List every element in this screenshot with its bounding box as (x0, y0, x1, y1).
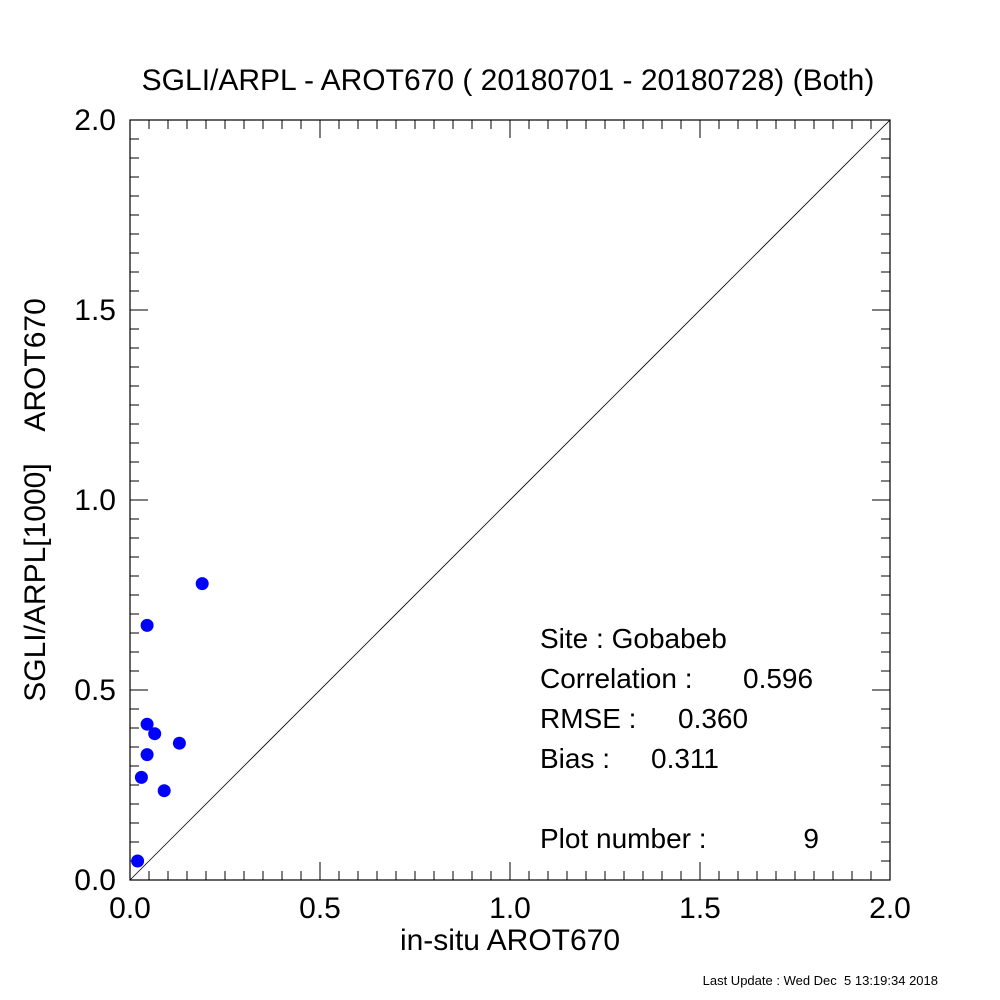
data-point (157, 784, 171, 798)
stats-correlation-label: Correlation : (540, 663, 693, 694)
one-to-one-line (129, 119, 891, 881)
data-point (140, 717, 154, 731)
y-tick-label: 0.0 (74, 864, 116, 897)
stats-correlation-value: 0.596 (743, 663, 813, 694)
data-points (131, 577, 209, 868)
y-tick-label: 1.0 (74, 484, 116, 517)
stats-site: Site : Gobabeb (540, 623, 727, 654)
stats-box: Site : Gobabeb Correlation : 0.596 RMSE … (540, 623, 819, 854)
stats-plot-number-label: Plot number : (540, 823, 707, 854)
stats-rmse-label: RMSE : (540, 703, 636, 734)
data-point (140, 618, 154, 632)
data-point (148, 727, 162, 741)
x-tick-label: 0.0 (109, 892, 151, 925)
axis-ticks (129, 119, 891, 881)
x-tick-label: 1.0 (489, 892, 531, 925)
y-tick-label: 1.5 (74, 294, 116, 327)
chart-title: SGLI/ARPL - AROT670 ( 20180701 - 2018072… (142, 64, 875, 97)
x-tick-labels: 0.0 0.5 1.0 1.5 2.0 (109, 892, 911, 925)
stats-plot-number-value: 9 (803, 823, 819, 854)
y-tick-label: 2.0 (74, 104, 116, 137)
data-point (140, 748, 154, 762)
data-point (131, 854, 145, 868)
y-axis-label: SGLI/ARPL[1000] AROT670 (19, 298, 52, 702)
data-point (195, 577, 209, 591)
data-point (134, 770, 148, 784)
y-tick-label: 0.5 (74, 674, 116, 707)
x-tick-label: 0.5 (299, 892, 341, 925)
x-tick-label: 1.5 (679, 892, 721, 925)
stats-bias-label: Bias : (540, 743, 610, 774)
stats-rmse-value: 0.360 (678, 703, 748, 734)
last-update-footer: Last Update : Wed Dec 5 13:19:34 2018 (703, 973, 938, 988)
x-axis-label: in-situ AROT670 (400, 924, 620, 957)
data-point (172, 736, 186, 750)
stats-bias-value: 0.311 (651, 743, 719, 774)
y-tick-labels: 0.0 0.5 1.0 1.5 2.0 (74, 104, 116, 897)
x-tick-label: 2.0 (869, 892, 911, 925)
